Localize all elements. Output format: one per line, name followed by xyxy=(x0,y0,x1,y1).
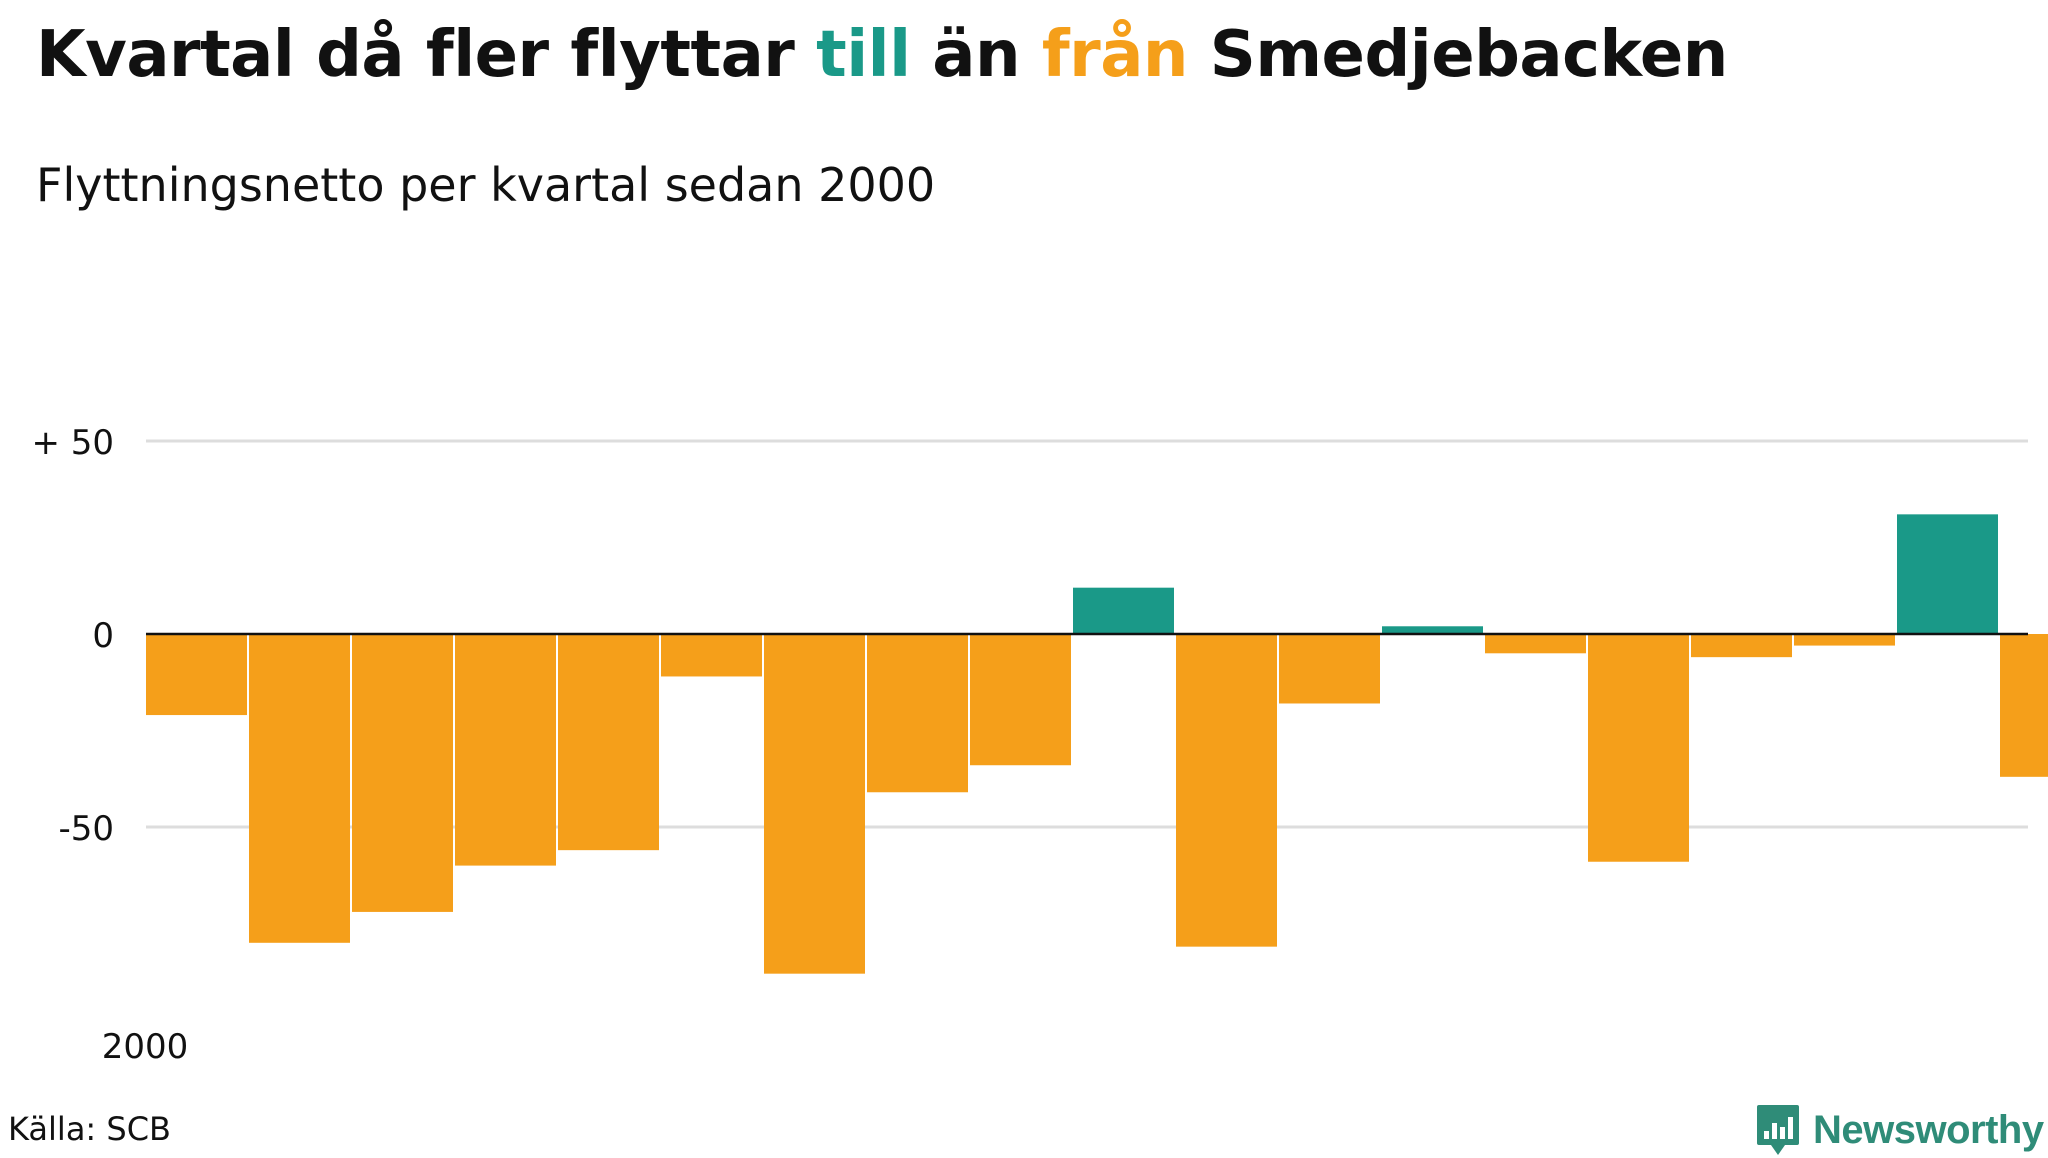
chart-subtitle: Flyttningsnetto per kvartal sedan 2000 xyxy=(36,158,936,212)
title-part-2: än xyxy=(910,18,1042,92)
bar xyxy=(1279,634,1380,704)
bar xyxy=(455,634,556,866)
bar xyxy=(661,634,762,677)
source-note: Källa: SCB xyxy=(8,1110,171,1148)
newsworthy-logo: Newsworthy xyxy=(1755,1102,2044,1158)
bar xyxy=(1485,634,1586,654)
bar xyxy=(1382,626,1483,634)
title-till-word: till xyxy=(816,18,911,92)
chart-title: Kvartal då fler flyttar till än från Sme… xyxy=(36,18,1728,92)
y-tick-label: -50 xyxy=(58,809,114,849)
y-tick-label: 0 xyxy=(92,616,114,656)
logo-text: Newsworthy xyxy=(1813,1107,2044,1152)
bar xyxy=(867,634,968,793)
bar xyxy=(249,634,350,943)
y-tick-label: + 50 xyxy=(31,423,114,463)
newsworthy-bar-chart-icon xyxy=(1757,1105,1799,1155)
bar xyxy=(1588,634,1689,862)
bar xyxy=(970,634,1071,766)
bar xyxy=(1691,634,1792,658)
bar xyxy=(1897,514,1998,634)
bar xyxy=(1073,587,1174,634)
x-tick-label: 2000 xyxy=(102,1027,189,1067)
bar xyxy=(764,634,865,974)
bar xyxy=(2000,634,2048,777)
bars xyxy=(146,514,2048,974)
bar xyxy=(1176,634,1277,947)
bar xyxy=(1794,634,1895,646)
title-part-3: Smedjebacken xyxy=(1187,18,1729,92)
bar xyxy=(352,634,453,912)
title-fran-word: från xyxy=(1041,18,1189,92)
title-part-1: Kvartal då fler flyttar xyxy=(36,18,817,92)
bar xyxy=(558,634,659,851)
bar xyxy=(146,634,247,716)
tick-labels: + 500-5020002005201020152020 xyxy=(31,423,189,1067)
